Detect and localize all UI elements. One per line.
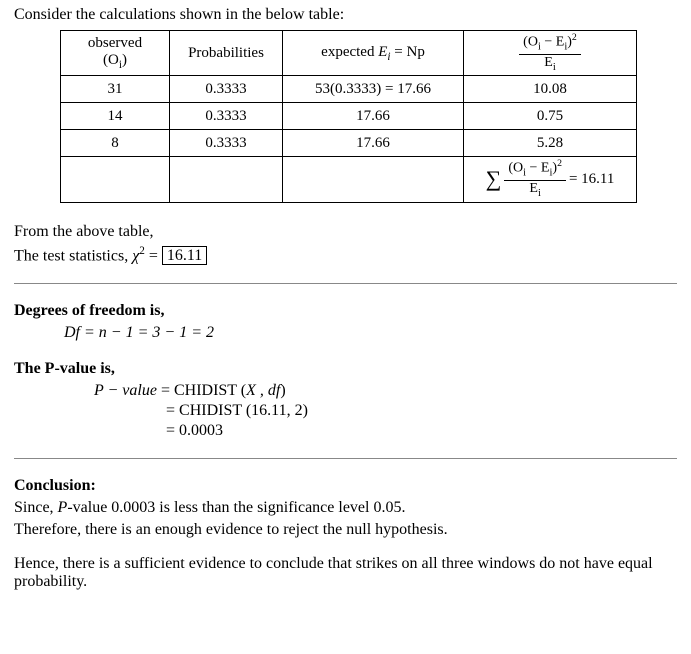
th-observed-top: observed — [67, 35, 163, 52]
df-title: Degrees of freedom is, — [14, 302, 677, 320]
sum-num-sup: 2 — [557, 158, 562, 169]
pval-l1-b: = CHIDIST ( — [157, 382, 246, 399]
separator — [14, 458, 677, 459]
table-row: 31 0.3333 53(0.3333) = 17.66 10.08 — [61, 76, 637, 103]
test-stat-line: The test statistics, χ2 = 16.11 — [14, 245, 677, 266]
conclusion-title: Conclusion: — [14, 477, 677, 495]
header-row: observed (Oi) Probabilities expected Ei … — [61, 31, 637, 76]
cell-p: 0.3333 — [170, 130, 283, 157]
th-contrib: (Oi − Ei)2 Ei — [464, 31, 637, 76]
cell-empty — [61, 157, 170, 202]
th-expected-c: = Np — [391, 44, 425, 60]
th-frac-den-sub: i — [553, 62, 556, 73]
th-expected: expected Ei = Np — [283, 31, 464, 76]
th-expected-a: expected — [321, 44, 378, 60]
concl-c: -value 0.0003 is less than the significa… — [67, 499, 405, 516]
calc-table-wrap: observed (Oi) Probabilities expected Ei … — [14, 30, 677, 203]
table-row: 14 0.3333 17.66 0.75 — [61, 103, 637, 130]
sum-den-a: E — [529, 181, 538, 196]
th-frac-num: (Oi − Ei)2 — [519, 33, 581, 54]
calc-table: observed (Oi) Probabilities expected Ei … — [60, 30, 637, 203]
th-prob: Probabilities — [170, 31, 283, 76]
teststat-box: 16.11 — [162, 246, 207, 266]
pval-line2: = CHIDIST (16.11, 2) — [166, 402, 677, 420]
pvalue-eq-block: P − value = CHIDIST (X , df) = CHIDIST (… — [94, 382, 677, 440]
th-frac-num-sup: 2 — [572, 32, 577, 43]
cell-p: 0.3333 — [170, 76, 283, 103]
th-observed: observed (Oi) — [61, 31, 170, 76]
separator — [14, 283, 677, 284]
cell-sum: ∑ (Oi − Ei)2 Ei = 16.11 — [464, 157, 637, 202]
pval-l1-c: X , df — [246, 382, 280, 399]
th-frac-num-b: − E — [541, 35, 564, 50]
teststat-eq: = — [145, 247, 162, 264]
pval-l1-d: ) — [280, 382, 285, 399]
sum-frac-num: (Oi − Ei)2 — [504, 159, 566, 180]
cell-p: 0.3333 — [170, 103, 283, 130]
concl-a: Since, — [14, 499, 58, 516]
teststat-a: The test statistics, — [14, 247, 132, 264]
th-frac: (Oi − Ei)2 Ei — [519, 33, 581, 73]
intro-text: Consider the calculations shown in the b… — [14, 6, 677, 24]
pvalue-title: The P-value is, — [14, 360, 677, 378]
th-frac-den: Ei — [519, 54, 581, 73]
table-row-empty: ∑ (Oi − Ei)2 Ei = 16.11 — [61, 157, 637, 202]
conclusion-line2: Therefore, there is an enough evidence t… — [14, 521, 677, 539]
th-observed-sym: (Oi) — [67, 52, 163, 71]
cell-e: 17.66 — [283, 130, 464, 157]
cell-e: 17.66 — [283, 103, 464, 130]
th-observed-o: (O — [103, 52, 119, 68]
pval-line3: = 0.0003 — [166, 422, 677, 440]
sum-expr: ∑ (Oi − Ei)2 Ei = 16.11 — [486, 159, 615, 199]
cell-c: 0.75 — [464, 103, 637, 130]
sigma-icon: ∑ — [486, 168, 502, 190]
th-observed-close: ) — [122, 52, 127, 68]
sum-den-sub: i — [538, 188, 541, 199]
cell-o: 31 — [61, 76, 170, 103]
from-above-text: From the above table, — [14, 223, 677, 241]
cell-e: 53(0.3333) = 17.66 — [283, 76, 464, 103]
sum-eq: = 16.11 — [569, 171, 614, 188]
cell-c: 10.08 — [464, 76, 637, 103]
th-expected-b: E — [378, 44, 387, 60]
cell-o: 14 — [61, 103, 170, 130]
df-equation: Df = n − 1 = 3 − 1 = 2 — [64, 324, 677, 342]
cell-empty — [170, 157, 283, 202]
concl-b: P — [58, 499, 68, 516]
th-frac-num-a: (O — [523, 35, 538, 50]
pval-l1-a: P − value — [94, 382, 157, 399]
sum-num-a: (O — [508, 161, 523, 176]
pval-line1: P − value = CHIDIST (X , df) — [94, 382, 677, 400]
table-row: 8 0.3333 17.66 5.28 — [61, 130, 637, 157]
sum-num-b: − E — [526, 161, 549, 176]
cell-o: 8 — [61, 130, 170, 157]
th-frac-den-a: E — [544, 55, 553, 70]
sum-frac-den: Ei — [504, 180, 566, 199]
sum-frac: (Oi − Ei)2 Ei — [504, 159, 566, 199]
conclusion-line3: Hence, there is a sufficient evidence to… — [14, 555, 677, 591]
conclusion-line1: Since, P-value 0.0003 is less than the s… — [14, 499, 677, 517]
cell-empty — [283, 157, 464, 202]
cell-c: 5.28 — [464, 130, 637, 157]
